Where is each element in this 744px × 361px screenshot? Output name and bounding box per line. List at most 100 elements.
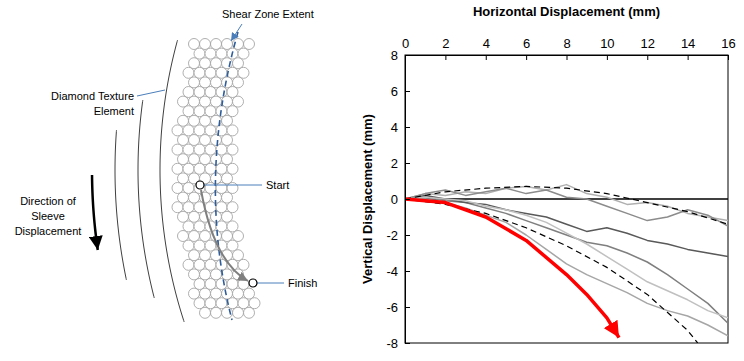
particle (200, 307, 211, 318)
particle (216, 279, 227, 290)
label-line: Displacement (15, 225, 82, 237)
x-tick: 8 (563, 36, 570, 60)
label-line: Direction of (20, 195, 77, 207)
x-tick: 6 (523, 36, 530, 60)
direction-arrow (92, 175, 98, 250)
leader-line (257, 283, 284, 284)
particle (172, 144, 183, 155)
particle (200, 288, 211, 299)
label-line: Sleeve (31, 210, 65, 222)
texture-arc (115, 130, 126, 280)
particle (194, 279, 205, 290)
x-tick-label: 14 (681, 36, 695, 51)
particle (178, 231, 189, 242)
x-tick: 16 (721, 36, 735, 60)
particle (205, 163, 216, 174)
particle (205, 240, 216, 251)
particle (238, 48, 249, 59)
series-line (405, 185, 728, 221)
particle (200, 39, 211, 50)
particle (194, 87, 205, 98)
x-tick-mark (526, 55, 527, 60)
particle (233, 250, 244, 261)
particle (205, 298, 216, 309)
particle (189, 211, 200, 222)
particle (233, 288, 244, 299)
particle (200, 58, 211, 69)
particle (211, 77, 222, 88)
start-label: Start (266, 179, 289, 191)
particle (222, 115, 233, 126)
series-group (405, 185, 728, 343)
particle (200, 231, 211, 242)
particle (200, 96, 211, 107)
label-line: Shear Zone Extent (222, 8, 314, 20)
y-tick-mark (405, 127, 410, 128)
plot-frame (405, 55, 728, 343)
y-tick: -2 (386, 228, 410, 243)
particle (238, 298, 249, 309)
particle (227, 87, 238, 98)
particle (178, 154, 189, 165)
x-tick-label: 0 (402, 36, 409, 51)
y-tick-label: -4 (386, 264, 398, 279)
x-tick-label: 8 (563, 36, 570, 51)
leader-line (231, 24, 242, 41)
particle (183, 144, 194, 155)
particle (172, 163, 183, 174)
y-tick-label: 4 (391, 120, 398, 135)
y-tick: 8 (391, 48, 410, 63)
particle (211, 58, 222, 69)
particle (205, 67, 216, 78)
particle (172, 125, 183, 136)
particle (189, 231, 200, 242)
particle (211, 269, 222, 280)
particle (211, 39, 222, 50)
y-tick-label: 0 (391, 192, 398, 207)
particle (183, 240, 194, 251)
particle (189, 135, 200, 146)
particle (178, 115, 189, 126)
particle (194, 259, 205, 270)
particle (205, 125, 216, 136)
x-tick-label: 12 (641, 36, 655, 51)
particle (211, 96, 222, 107)
particle (227, 240, 238, 251)
particle (183, 259, 194, 270)
y-tick-label: -6 (386, 300, 398, 315)
particle (222, 58, 233, 69)
particle (189, 39, 200, 50)
y-tick-mark (405, 55, 410, 56)
finish-label: Finish (288, 277, 317, 289)
particle (233, 96, 244, 107)
shear-zone-label: Shear Zone Extent (222, 8, 314, 20)
particle (205, 183, 216, 194)
particle (222, 211, 233, 222)
particle (216, 163, 227, 174)
particle (249, 298, 260, 309)
particle (222, 77, 233, 88)
particle (205, 144, 216, 155)
texture-label: Diamond TextureElement (51, 90, 134, 117)
label-line: Start (266, 179, 289, 191)
particle (200, 154, 211, 165)
particle (211, 135, 222, 146)
particle (194, 67, 205, 78)
particle (205, 259, 216, 270)
particle (227, 221, 238, 232)
particle (194, 144, 205, 155)
particle (222, 39, 233, 50)
texture-arc (138, 100, 154, 298)
x-tick: 2 (442, 36, 449, 60)
x-tick-mark (486, 55, 487, 60)
y-tick-label: -2 (386, 228, 398, 243)
x-tick-mark (728, 55, 729, 60)
particle (189, 96, 200, 107)
particle (216, 67, 227, 78)
particle (189, 115, 200, 126)
particles (172, 39, 260, 319)
particle (189, 58, 200, 69)
particle (178, 173, 189, 184)
particle (244, 39, 255, 50)
particle (227, 202, 238, 213)
